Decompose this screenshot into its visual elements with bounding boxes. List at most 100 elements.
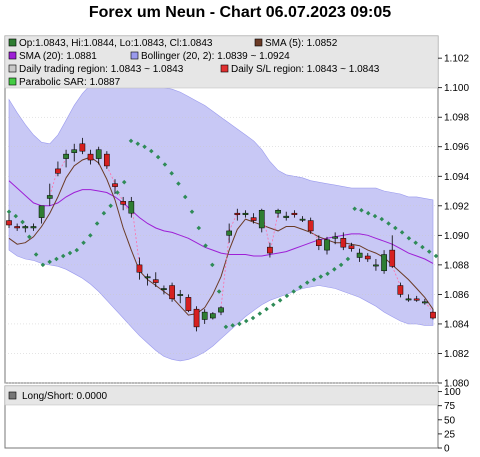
legend-swatch: [8, 38, 17, 47]
sar-point: [230, 323, 235, 328]
candle: [356, 248, 363, 262]
sar-point: [60, 253, 66, 259]
candle: [46, 183, 53, 206]
candle-body: [79, 143, 86, 152]
legend-swatch: [254, 38, 263, 47]
candle-body: [332, 236, 339, 239]
candle-body: [128, 201, 135, 214]
candle: [152, 272, 159, 288]
legend-box: [4, 35, 439, 89]
y-tick-label: 1.090: [444, 231, 469, 242]
candle-body: [201, 311, 208, 320]
sma5-line: [8, 156, 434, 316]
sub-y-tick-label: 50: [444, 415, 456, 426]
sma20-layer: [8, 180, 434, 264]
candle: [258, 208, 265, 233]
candle-body: [55, 168, 61, 174]
sar-point: [27, 234, 32, 240]
sar-point: [94, 221, 100, 226]
sub-y-tick-label: 25: [444, 429, 456, 440]
candle-body: [291, 212, 298, 215]
candle: [430, 309, 436, 320]
candle: [30, 223, 37, 231]
y-tick-label: 1.100: [444, 83, 469, 94]
legend: Op:1.0843, Hi:1.0844, Lo:1.0843, Cl:1.08…: [8, 38, 380, 88]
candle: [209, 312, 216, 320]
candle: [185, 294, 192, 313]
candle-body: [177, 294, 184, 296]
candle: [315, 235, 322, 251]
sar-point: [352, 206, 357, 212]
legend-entry: Daily trading region: 1.0843 ~ 1.0843: [19, 64, 184, 75]
candle: [283, 211, 290, 221]
sub-legend: Long/Short: 0.0000: [8, 391, 108, 402]
candle-body: [340, 238, 347, 248]
candle-body: [364, 255, 371, 260]
candle-body: [6, 220, 12, 226]
candle: [55, 161, 61, 177]
legend-entry: Bollinger (20, 2): 1.0839 ~ 1.0924: [141, 51, 290, 62]
candle-body: [250, 217, 257, 221]
y-tick-label: 1.098: [444, 113, 469, 124]
candle: [299, 216, 306, 223]
sar-point: [54, 256, 59, 262]
candle-body: [112, 183, 118, 187]
candle-body: [46, 195, 53, 199]
candle: [177, 289, 184, 304]
candle-body: [299, 218, 306, 221]
candle-body: [169, 285, 175, 300]
sar-point: [406, 236, 412, 241]
gap-connector: [228, 213, 238, 232]
candle-body: [226, 230, 233, 236]
candle-body: [430, 311, 436, 319]
sma20-line: [8, 180, 434, 264]
candle-body: [405, 298, 412, 301]
sar-point: [365, 210, 371, 216]
gap-connector: [220, 235, 230, 308]
candle-body: [144, 276, 151, 279]
candle-body: [275, 209, 281, 214]
gap-connector: [391, 266, 401, 286]
candle-body: [71, 149, 78, 153]
y-tick-label: 1.080: [444, 379, 469, 390]
candle: [63, 149, 69, 168]
gap-connector: [57, 158, 67, 174]
sar-point: [101, 210, 107, 216]
sar-point: [318, 274, 324, 279]
candle-body: [152, 279, 159, 283]
candle: [250, 213, 257, 224]
candle-body: [242, 212, 249, 215]
candle-body: [103, 153, 110, 167]
gap-connector: [106, 165, 116, 184]
gap-connector: [114, 186, 124, 202]
candle: [405, 294, 412, 302]
candle: [201, 309, 208, 324]
candle-body: [307, 220, 314, 232]
sar-point: [264, 306, 269, 312]
candle-body: [193, 308, 200, 328]
candle: [14, 223, 21, 231]
legend-entry: Parabolic SAR: 1.0887: [19, 77, 121, 88]
candle: [144, 273, 151, 286]
candle: [226, 223, 233, 243]
candle: [389, 235, 396, 268]
candle: [95, 146, 102, 165]
y-tick-label: 1.102: [444, 54, 469, 65]
legend-entry: SMA (20): 1.0881: [19, 51, 97, 62]
candle: [324, 236, 330, 255]
candle-body: [421, 301, 428, 304]
sma5-layer: [8, 156, 434, 316]
dashed-connector-layer: [49, 158, 434, 313]
parabolic-sar-layer: [6, 138, 439, 330]
sub-y-tick-label: 75: [444, 401, 456, 412]
sub-y-axis: 0 25 50 75 100: [438, 387, 461, 455]
legend-swatch: [220, 64, 229, 73]
candle-body: [87, 153, 94, 161]
candle-body: [397, 285, 404, 295]
legend-swatch: [130, 51, 139, 60]
y-tick-label: 1.086: [444, 290, 469, 301]
candle: [291, 210, 298, 218]
legend-entry: SMA (5): 1.0852: [265, 38, 338, 49]
candle-body: [218, 307, 224, 313]
sub-y-tick-label: 100: [444, 387, 461, 398]
